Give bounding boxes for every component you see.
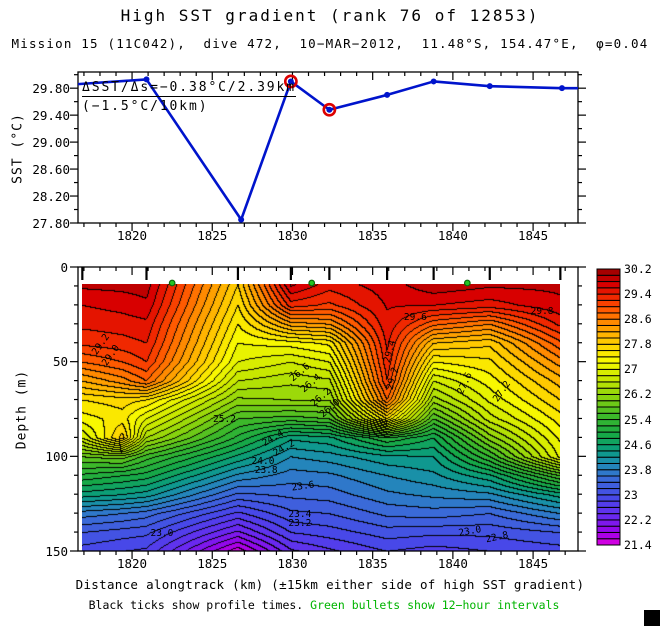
contour-label: 23.2 xyxy=(288,518,312,530)
sst-data-point xyxy=(326,106,333,113)
sst-y-tick-label: 29.00 xyxy=(32,134,70,150)
page-subtitle: Mission 15 (11C042), dive 472, 10−MAR−20… xyxy=(11,36,649,51)
section-x-tick-label: 1830 xyxy=(277,556,308,571)
sst-y-tick-label: 28.60 xyxy=(32,161,70,177)
section-x-tick-label: 1825 xyxy=(197,556,228,571)
section-x-tick-label: 1845 xyxy=(518,556,549,571)
contour-label: 23.6 xyxy=(290,479,316,494)
page-title: High SST gradient (rank 76 of 12853) xyxy=(120,6,540,25)
depth-y-tick-label: 50 xyxy=(52,354,68,370)
colorbar-tick-label: 26.2 xyxy=(624,387,652,402)
sst-x-tick-label: 1820 xyxy=(116,228,148,243)
sst-y-tick-label: 28.20 xyxy=(32,188,70,204)
sst-data-point xyxy=(384,91,391,98)
section-x-tick-label: 1840 xyxy=(437,556,468,571)
sst-y-tick-label: 29.80 xyxy=(32,80,70,96)
depth-y-tick-label: 150 xyxy=(45,543,68,559)
figure-caption: Black ticks show profile times. Green bu… xyxy=(0,598,648,612)
depth-y-tick-label: 0 xyxy=(60,259,68,275)
sst-x-tick-label: 1825 xyxy=(197,228,228,243)
depth-y-axis-label: Depth (m) xyxy=(14,369,30,450)
sst-x-tick-label: 1830 xyxy=(277,228,308,243)
sst-x-tick-label: 1840 xyxy=(437,228,468,243)
colorbar-tick-label: 30.2 xyxy=(624,262,652,276)
contour-label: 23.4 xyxy=(288,509,312,521)
high-gradient-marker xyxy=(322,102,337,117)
section-x-tick-label: 1835 xyxy=(357,556,388,571)
colorbar-tick-label: 22.2 xyxy=(624,512,652,527)
colorbar-tick-label: 21.4 xyxy=(624,538,652,552)
contour-label: 29.6 xyxy=(403,312,427,324)
contour-label: 23.8 xyxy=(254,465,278,477)
sst-data-point xyxy=(238,216,245,223)
profile-time-ticks xyxy=(81,267,562,280)
colorbar-tick-label: 23 xyxy=(624,487,638,502)
colorbar-tick-label: 25.4 xyxy=(624,412,652,427)
colorbar-tick-label: 27 xyxy=(624,362,638,377)
sst-x-tick-label: 1835 xyxy=(357,228,388,243)
contour-label: 25.2 xyxy=(213,414,236,426)
sst-gradient-annotation: ΔSST/Δs=−0.38°C/2.39km xyxy=(82,80,296,97)
sst-line-series xyxy=(77,74,578,223)
sst-y-axis-label: SST (°C) xyxy=(10,113,26,184)
depth-y-tick-label: 100 xyxy=(45,448,68,464)
colorbar-tick-label: 24.6 xyxy=(624,437,652,452)
colorbar-tick-label: 29.4 xyxy=(624,287,652,302)
colorbar-tick-label: 28.6 xyxy=(624,312,652,327)
sst-data-point xyxy=(486,83,493,90)
sst-data-point xyxy=(558,85,565,92)
sst-y-tick-label: 27.80 xyxy=(32,215,70,231)
sst-y-tick-label: 29.40 xyxy=(32,107,70,123)
contour-label: 23.0 xyxy=(150,527,174,539)
caption-black-ticks: Black ticks show profile times. xyxy=(88,598,311,612)
colorbar-tick-label: 23.8 xyxy=(624,462,652,477)
caption-green-bullets: Green bullets show 12−hour intervals xyxy=(310,598,560,612)
corner-marker-square xyxy=(644,610,660,626)
sst-gradient-annotation-2: (−1.5°C/10km) xyxy=(82,99,209,114)
contour-label: 29.8 xyxy=(530,306,554,318)
section-x-tick-label: 1820 xyxy=(116,556,148,571)
sst-data-point xyxy=(430,78,437,85)
x-axis-label: Distance alongtrack (km) (±15km either s… xyxy=(75,577,585,592)
sst-x-tick-label: 1845 xyxy=(518,228,549,243)
colorbar-tick-label: 27.8 xyxy=(624,337,652,352)
contour-label: 24.0 xyxy=(251,456,275,467)
colorbar xyxy=(596,268,621,546)
